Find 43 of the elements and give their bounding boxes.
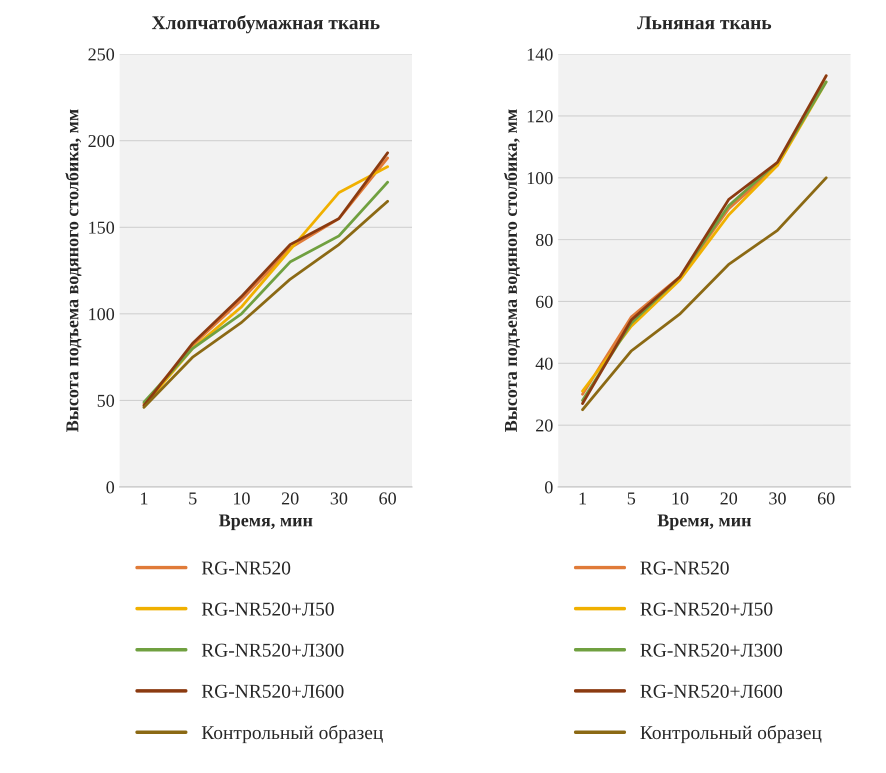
legend-label: RG-NR520+Л50 — [640, 602, 772, 616]
y-tick-label: 50 — [98, 394, 114, 407]
y-tick-label: 0 — [544, 481, 553, 494]
y-tick-label: 60 — [536, 296, 553, 308]
x-tick-label: 5 — [189, 492, 197, 505]
x-tick-label: 1 — [141, 492, 148, 504]
legend-label: Контрольный образец — [202, 725, 383, 744]
legend-label: RG-NR520+Л600 — [202, 684, 344, 698]
x-axis-title: Время, мин — [218, 514, 312, 530]
chart-title: Льняная ткань — [637, 16, 772, 30]
y-tick-label: 200 — [88, 134, 114, 148]
x-tick-label: 30 — [330, 492, 348, 505]
y-axis-title: Высота подъема водяного столбика, мм — [65, 109, 82, 432]
x-axis-title: Время, мин — [658, 514, 752, 530]
y-tick-label: 20 — [536, 419, 553, 432]
x-tick-label: 60 — [379, 492, 396, 505]
chart-title: Хлопчатобумажная ткань — [152, 15, 380, 34]
legend-label: RG-NR520+Л50 — [202, 602, 334, 616]
y-tick-label: 140 — [528, 48, 553, 61]
legend-label: RG-NR520+Л300 — [640, 644, 782, 657]
x-tick-label: 10 — [234, 492, 250, 505]
legend-label: RG-NR520+Л600 — [640, 684, 782, 698]
y-tick-label: 80 — [536, 234, 553, 246]
x-tick-label: 1 — [580, 492, 586, 504]
x-tick-label: 30 — [769, 492, 786, 505]
x-tick-label: 10 — [672, 492, 688, 505]
legend-label: Контрольный образец — [640, 725, 822, 744]
x-tick-label: 5 — [628, 492, 636, 505]
y-tick-label: 40 — [536, 358, 553, 370]
y-tick-label: 120 — [528, 110, 553, 122]
y-tick-label: 0 — [106, 481, 114, 494]
x-tick-label: 20 — [720, 492, 738, 505]
y-tick-label: 100 — [528, 172, 553, 184]
legend-label: RG-NR520+Л300 — [202, 644, 344, 657]
y-tick-label: 150 — [89, 222, 114, 234]
x-tick-label: 60 — [818, 492, 835, 505]
line-series — [581, 176, 828, 412]
y-tick-label: 100 — [89, 308, 114, 320]
y-tick-label: 250 — [88, 48, 114, 61]
legend-label: RG-NR520 — [640, 561, 729, 575]
legend-label: RG-NR520 — [202, 561, 290, 575]
y-axis-title: Высота подъема водяного столбика, мм — [504, 109, 520, 432]
x-tick-label: 20 — [282, 492, 299, 505]
